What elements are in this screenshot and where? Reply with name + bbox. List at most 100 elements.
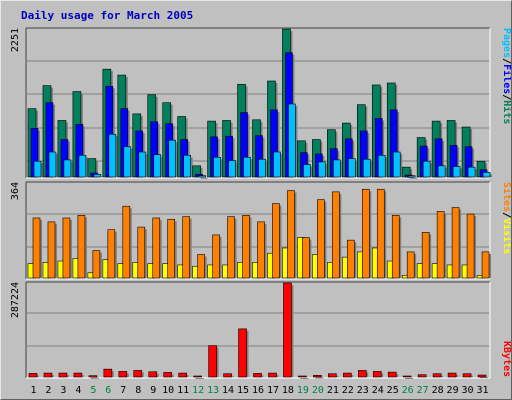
sites-bar [436,211,445,279]
kbytes-bar [208,345,217,378]
kbytes-bar [283,282,292,378]
legend-visits-sites: Sites/Visits [501,182,511,254]
x-tick-label: 16 [252,385,264,396]
pages-bar [437,165,446,178]
pages-bar [63,159,72,178]
x-tick-label: 24 [372,385,384,396]
kbytes-bar [328,373,337,378]
files-bar-shadow [407,177,415,179]
legend-entry: Visits [501,218,511,254]
x-tick-label: 22 [342,385,354,396]
kbytes-bar [133,370,143,378]
x-tick-label: 8 [135,385,141,396]
kbytes-bar [73,372,83,378]
x-tick-label: 3 [60,385,66,396]
sites-bar [107,229,116,279]
legend-entry: Sites [501,182,511,212]
kbytes-bar-shadow [405,378,414,379]
sites-bar [227,216,235,279]
pages-bar [123,146,132,178]
legend-entry: / [501,94,511,100]
kbytes-bar [372,371,382,378]
kbytes-bar [58,372,68,378]
sites-bar [302,237,310,279]
pages-bar [258,158,266,178]
kbytes-bar-shadow [195,378,204,379]
kbytes-bar-shadow [90,377,99,379]
sites-bar [32,217,41,279]
x-tick-label: 4 [75,385,81,396]
pages-bar [288,103,296,178]
pages-bar [482,172,491,178]
pages-bar [407,175,416,178]
x-tick-label: 9 [150,385,156,396]
kbytes-bar [447,372,457,378]
kbytes-bar [28,373,38,378]
x-tick-label: 17 [267,385,279,396]
kbytes-bar [417,374,427,378]
x-tick-label: 28 [432,385,444,396]
pages-bar [333,159,341,178]
x-tick-label: 14 [222,385,234,396]
sites-bar [391,215,400,279]
kbytes-bar [148,371,158,378]
x-tick-label: 21 [327,385,339,396]
pages-bar [452,166,461,178]
sites-bar [347,239,355,279]
x-tick-label: 20 [312,385,324,396]
x-tick-label: 31 [476,385,488,396]
x-tick-label: 10 [162,385,174,396]
sites-bar [287,190,295,279]
legend-kbytes: KBytes [501,341,511,377]
sites-bar [257,221,265,279]
kbytes-bar-shadow [300,378,309,379]
kbytes-bar [387,371,397,378]
kbytes-bar [343,372,352,378]
sites-bar [481,251,490,279]
x-tick-label: 15 [237,385,249,396]
y-max-label: 287224 [10,282,21,318]
x-tick-label: 23 [357,385,369,396]
sites-bar [451,207,460,279]
x-tick-label: 7 [120,385,126,396]
x-tick-label: 19 [297,385,309,396]
sites-bar [62,217,71,279]
kbytes-bar [313,375,322,378]
x-tick-label: 5 [90,385,96,396]
legend-entry: Hits [501,100,511,124]
sites-bar [317,199,325,279]
x-tick-label: 13 [207,385,219,396]
x-tick-label: 26 [402,385,414,396]
legend-entry: Pages [501,28,511,58]
pages-bar [422,160,431,178]
x-tick-label: 11 [177,385,189,396]
sites-bar [212,234,220,279]
kbytes-bar [462,373,472,378]
pages-bar-shadow [410,177,418,179]
pages-bar [228,160,236,178]
kbytes-bar [88,375,98,378]
kbytes-bar [477,374,487,378]
pages-bar [183,155,191,178]
x-tick-label: 2 [45,385,51,396]
kbytes-bar [357,370,367,378]
sites-bar [376,188,385,279]
sites-bar [182,216,190,279]
x-tick-label: 29 [447,385,459,396]
sites-bar [47,221,56,279]
sites-bar [167,218,176,279]
kbytes-bar [118,371,128,378]
kbytes-bar [268,372,277,378]
kbytes-bar [43,372,53,378]
legend-entry: Files [501,64,511,94]
pages-bar-shadow [200,177,208,179]
kbytes-bar [223,373,232,378]
x-tick-label: 6 [105,385,111,396]
pages-bar [108,133,117,178]
sites-bar [361,188,370,279]
x-tick-label: 18 [282,385,294,396]
pages-bar [93,174,102,178]
pages-bar [318,161,326,178]
x-tick-label: 1 [30,385,36,396]
